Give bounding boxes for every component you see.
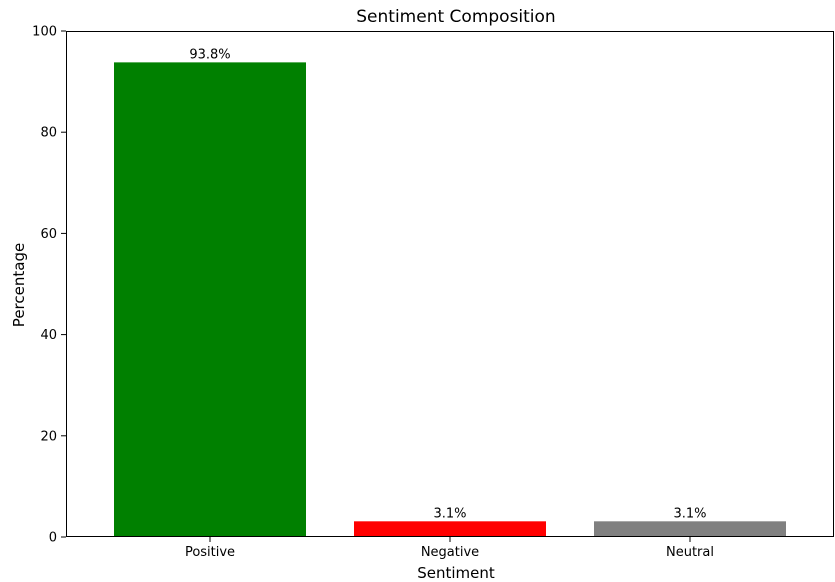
chart-title: Sentiment Composition bbox=[356, 7, 555, 27]
y-axis-label: Percentage bbox=[10, 243, 28, 327]
bar-positive bbox=[114, 62, 306, 537]
data-label-neutral: 3.1% bbox=[673, 506, 706, 521]
y-tick-label: 0 bbox=[49, 531, 57, 546]
x-tick-label-positive: Positive bbox=[185, 545, 235, 560]
x-tick-label-neutral: Neutral bbox=[666, 545, 714, 560]
plot-area-frame bbox=[66, 31, 834, 537]
data-label-negative: 3.1% bbox=[433, 506, 466, 521]
x-axis-label: Sentiment bbox=[417, 564, 495, 582]
bar-neutral bbox=[594, 521, 786, 537]
bar-negative bbox=[354, 521, 546, 537]
x-tick-label-negative: Negative bbox=[421, 545, 479, 560]
x-axis-ticks: Positive Negative Neutral bbox=[185, 537, 714, 560]
data-label-positive: 93.8% bbox=[189, 47, 230, 62]
bars-group bbox=[114, 62, 786, 537]
y-tick-label: 60 bbox=[40, 227, 57, 242]
data-labels-group: 93.8% 3.1% 3.1% bbox=[189, 47, 706, 521]
y-tick-label: 40 bbox=[40, 328, 57, 343]
y-axis-ticks: 0 20 40 60 80 100 bbox=[32, 25, 66, 546]
y-tick-label: 20 bbox=[40, 429, 57, 444]
y-tick-label: 80 bbox=[40, 126, 57, 141]
y-tick-label: 100 bbox=[32, 25, 57, 40]
